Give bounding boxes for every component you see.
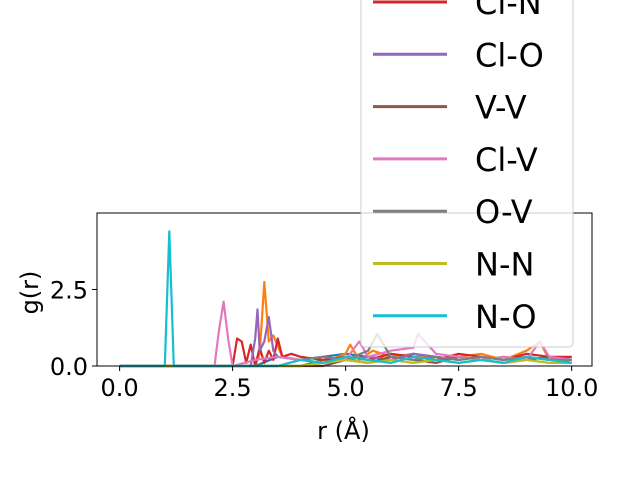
legend-label-cl-n: Cl-N: [475, 0, 542, 22]
x-tick-label: 10.0: [545, 374, 598, 402]
y-axis-ticks: 0.0 2.5: [50, 277, 97, 381]
x-tick-label: 7.5: [440, 374, 478, 402]
legend-label-cl-o: Cl-O: [475, 36, 544, 74]
legend-label-v-v: V-V: [475, 89, 527, 127]
y-tick-label: 2.5: [50, 277, 88, 305]
series-line-cl-v: [119, 300, 572, 368]
x-axis-label: r (Å): [317, 416, 370, 445]
series-line-n-o: [119, 230, 572, 368]
y-axis-label: g(r): [16, 271, 44, 315]
legend-box: [360, 0, 574, 348]
x-tick-label: 5.0: [327, 374, 365, 402]
x-tick-label: 2.5: [214, 374, 252, 402]
series-line-o-v: [119, 332, 572, 368]
x-axis-ticks: 0.0 2.5 5.0 7.5 10.0: [101, 366, 598, 402]
series-line-cl-n: [119, 337, 572, 368]
legend-label-n-n: N-N: [475, 246, 534, 284]
legend: Cl-N Cl-O V-V Cl-V O-V N-N N-O: [360, 0, 574, 348]
y-tick-label: 0.0: [50, 353, 88, 381]
series-lines: [119, 230, 572, 368]
legend-label-o-v: O-V: [475, 193, 533, 231]
legend-label-cl-v: Cl-V: [475, 141, 538, 179]
x-tick-label: 0.0: [101, 374, 139, 402]
legend-label-n-o: N-O: [475, 298, 537, 336]
